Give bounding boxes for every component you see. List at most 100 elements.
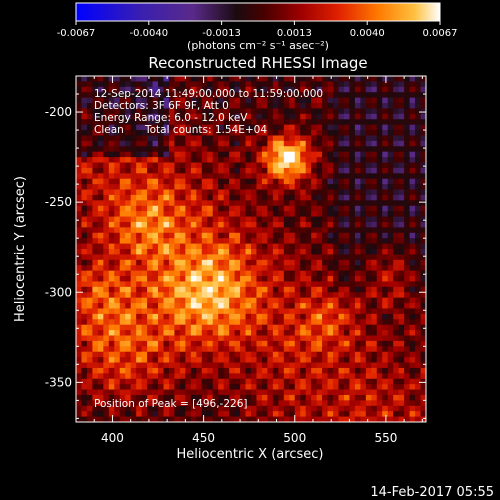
heatmap-cell	[327, 194, 334, 201]
heatmap-cell	[365, 335, 372, 342]
heatmap-cell	[196, 216, 203, 223]
heatmap-cell	[234, 216, 241, 223]
heatmap-cell	[179, 308, 186, 315]
heatmap-cell	[223, 394, 230, 401]
heatmap-cell	[338, 184, 345, 191]
heatmap-cell	[163, 286, 170, 293]
heatmap-cell	[103, 292, 110, 299]
heatmap-cell	[201, 194, 208, 201]
heatmap-cell	[207, 76, 214, 82]
heatmap-cell	[125, 259, 132, 266]
heatmap-cell	[76, 384, 82, 391]
heatmap-cell	[294, 340, 301, 347]
heatmap-cell	[360, 184, 367, 191]
heatmap-cell	[168, 351, 175, 358]
heatmap-cell	[338, 119, 345, 126]
heatmap-cell	[283, 286, 290, 293]
heatmap-cell	[218, 324, 225, 331]
heatmap-cell	[114, 140, 121, 147]
heatmap-cell	[201, 357, 208, 364]
heatmap-cell	[333, 259, 339, 266]
heatmap-cell	[147, 405, 154, 412]
heatmap-cell	[283, 184, 290, 191]
heatmap-cell	[152, 173, 159, 180]
heatmap-cell	[376, 297, 383, 304]
heatmap-cell	[212, 319, 219, 326]
heatmap-cell	[97, 227, 104, 234]
heatmap-cell	[322, 265, 329, 272]
heatmap-cell	[163, 184, 170, 191]
heatmap-cell	[97, 189, 104, 196]
heatmap-cell	[136, 119, 143, 126]
heatmap-cell	[289, 227, 296, 234]
heatmap-cell	[349, 135, 356, 142]
heatmap-cell	[136, 76, 143, 82]
heatmap-cell	[92, 167, 99, 174]
heatmap-cell	[168, 324, 175, 331]
heatmap-cell	[81, 286, 88, 293]
heatmap-cell	[179, 243, 186, 250]
heatmap-cell	[387, 173, 394, 180]
heatmap-cell	[179, 324, 186, 331]
heatmap-cell	[371, 178, 378, 185]
heatmap-cell	[92, 243, 99, 250]
heatmap-cell	[376, 319, 383, 326]
heatmap-cell	[300, 303, 307, 309]
heatmap-cell	[283, 270, 290, 277]
heatmap-cell	[409, 92, 416, 99]
heatmap-cell	[415, 259, 422, 266]
heatmap-cell	[409, 400, 416, 407]
heatmap-cell	[311, 178, 318, 185]
heatmap-cell	[261, 140, 268, 147]
heatmap-cell	[387, 157, 394, 163]
heatmap-cell	[190, 324, 197, 331]
heatmap-cell	[81, 178, 88, 185]
heatmap-cell	[256, 140, 263, 147]
heatmap-cell	[136, 173, 143, 180]
heatmap-cell	[267, 270, 274, 277]
heatmap-cell	[256, 124, 263, 131]
heatmap-cell	[272, 346, 279, 353]
heatmap-cell	[382, 76, 389, 82]
heatmap-cell	[207, 330, 214, 336]
heatmap-cell	[387, 389, 394, 396]
heatmap-cell	[333, 157, 339, 163]
heatmap-cell	[97, 232, 104, 239]
heatmap-cell	[168, 184, 175, 191]
heatmap-cell	[382, 238, 389, 245]
heatmap-cell	[338, 167, 345, 174]
heatmap-cell	[300, 113, 307, 120]
heatmap-cell	[343, 394, 350, 401]
heatmap-cell	[322, 108, 329, 115]
heatmap-cell	[316, 238, 323, 245]
heatmap-cell	[119, 81, 126, 88]
heatmap-cell	[147, 124, 154, 131]
heatmap-cell	[119, 140, 126, 147]
heatmap-cell	[294, 162, 301, 169]
heatmap-cell	[163, 297, 170, 304]
heatmap-cell	[190, 270, 197, 277]
heatmap-cell	[393, 346, 400, 353]
heatmap-cell	[119, 405, 126, 412]
heatmap-cell	[245, 146, 252, 153]
heatmap-cell	[114, 189, 121, 196]
heatmap-cell	[256, 92, 263, 99]
heatmap-cell	[218, 292, 225, 299]
heatmap-cell	[207, 232, 214, 239]
heatmap-cell	[190, 265, 197, 272]
heatmap-cell	[168, 297, 175, 304]
heatmap-cell	[86, 313, 93, 320]
heatmap-cell	[376, 227, 383, 234]
heatmap-cell	[267, 324, 274, 331]
heatmap-cell	[130, 130, 137, 136]
heatmap-cell	[289, 335, 296, 342]
heatmap-cell	[305, 351, 312, 358]
heatmap-cell	[223, 76, 230, 82]
heatmap-cell	[387, 119, 394, 126]
heatmap-cell	[398, 189, 405, 196]
heatmap-cell	[371, 249, 378, 255]
heatmap-cell	[251, 189, 257, 196]
heatmap-cell	[234, 108, 241, 115]
heatmap-cell	[371, 378, 378, 385]
heatmap-cell	[218, 81, 225, 88]
